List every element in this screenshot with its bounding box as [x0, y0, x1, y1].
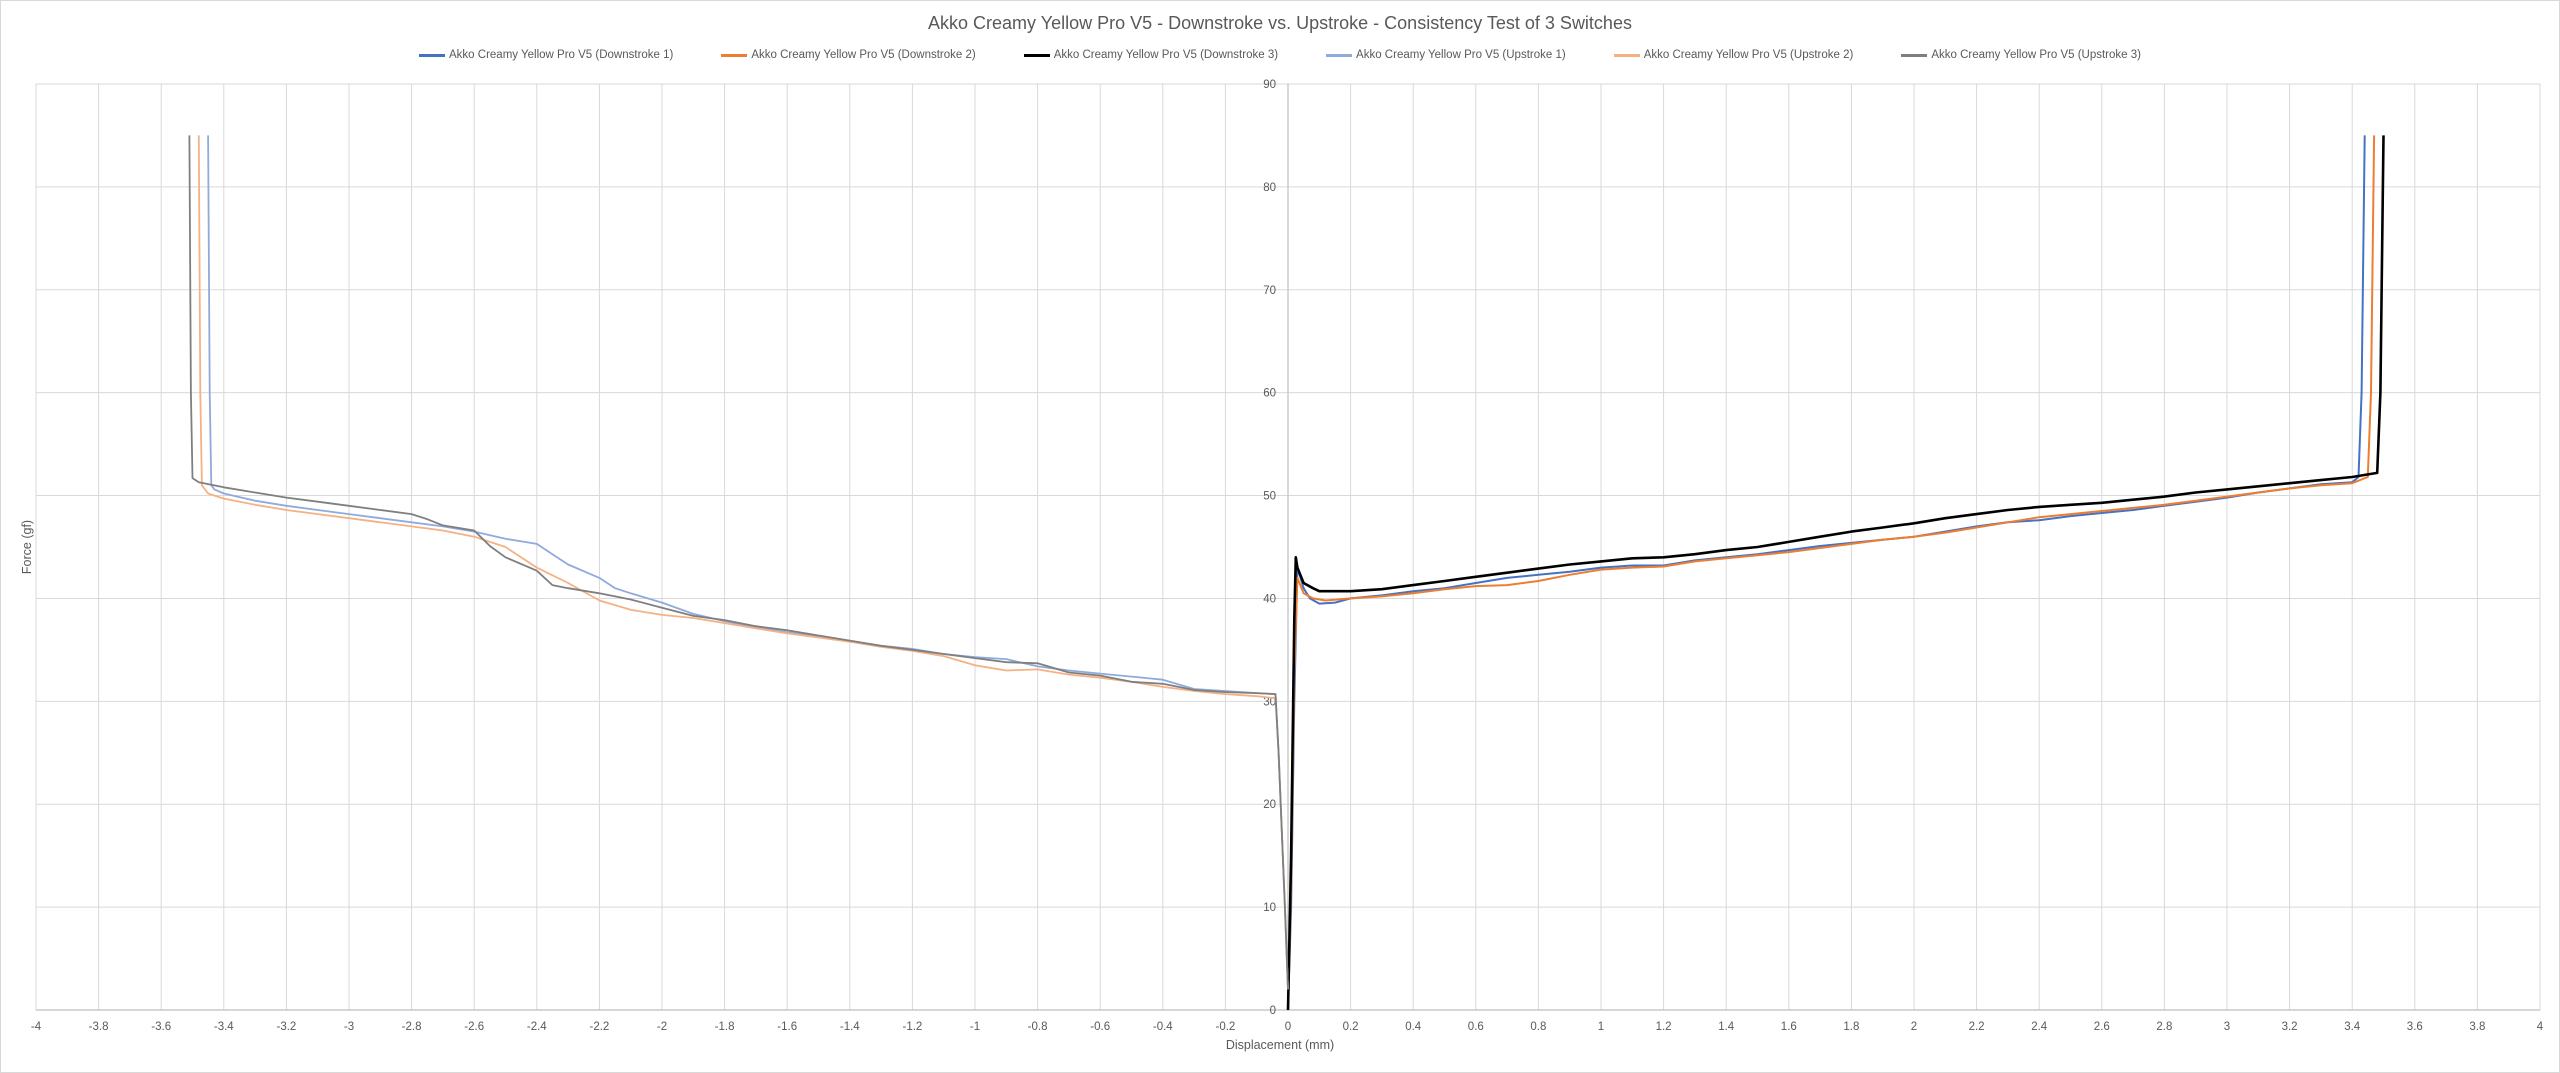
x-tick-label: 0.8	[1530, 1021, 1546, 1033]
y-axis-label: Force (gf)	[20, 519, 34, 575]
legend-item: Akko Creamy Yellow Pro V5 (Upstroke 3)	[1901, 49, 2141, 61]
x-tick-label: -0.4	[1153, 1021, 1173, 1033]
legend-label: Akko Creamy Yellow Pro V5 (Downstroke 3)	[1053, 49, 1279, 61]
legend-item: Akko Creamy Yellow Pro V5 (Downstroke 3)	[1023, 49, 1279, 61]
x-tick-label: 2.8	[2156, 1021, 2172, 1033]
x-tick-label: 2.6	[2094, 1021, 2110, 1033]
y-tick-label: 10	[1263, 902, 1276, 914]
x-tick-label: -0.2	[1215, 1021, 1235, 1033]
y-tick-label: 0	[1270, 1005, 1276, 1017]
legend-swatch	[1023, 53, 1050, 57]
x-tick-label: -1.4	[840, 1021, 860, 1033]
x-tick-label: -1.2	[902, 1021, 922, 1033]
x-tick-label: 1.6	[1781, 1021, 1797, 1033]
y-tick-label: 50	[1263, 491, 1276, 503]
x-tick-label: -3	[344, 1021, 354, 1033]
x-tick-label: -4	[31, 1021, 42, 1033]
legend-label: Akko Creamy Yellow Pro V5 (Upstroke 3)	[1931, 49, 2141, 61]
legend-label: Akko Creamy Yellow Pro V5 (Upstroke 1)	[1356, 49, 1566, 61]
x-tick-label: -3.8	[89, 1021, 109, 1033]
legend-swatch	[419, 53, 446, 57]
chart-title: Akko Creamy Yellow Pro V5 - Downstroke v…	[928, 13, 1632, 33]
tick-labels: -4 -3.8 -3.6 -3.4 -3.2 -3 -2.8 -2.6 -2.4 -2.2 -2 -1…	[31, 79, 2544, 1033]
legend: Akko Creamy Yellow Pro V5 (Downstroke 1)…	[0, 49, 2560, 61]
x-tick-label: 1.4	[1718, 1021, 1735, 1033]
x-tick-label: -1.8	[715, 1021, 735, 1033]
x-tick-label: 3.2	[2282, 1021, 2298, 1033]
series-line-2	[1287, 135, 2376, 1011]
legend-item: Akko Creamy Yellow Pro V5 (Downstroke 2)	[721, 49, 976, 61]
x-tick-label: 3.6	[2407, 1021, 2423, 1033]
y-tick-label: 20	[1263, 799, 1276, 811]
x-tick-label: 0.6	[1468, 1021, 1484, 1033]
x-tick-label: 0	[1285, 1021, 1291, 1033]
x-tick-label: -2.4	[527, 1021, 547, 1033]
x-tick-label: -3.6	[151, 1021, 171, 1033]
grid	[35, 83, 2541, 1011]
series-line-4	[207, 135, 1289, 990]
x-tick-label: 3	[2224, 1021, 2230, 1033]
legend-swatch	[1326, 53, 1353, 57]
y-tick-label: 80	[1263, 182, 1276, 194]
x-tick-label: 1	[1598, 1021, 1604, 1033]
x-tick-label: 2.2	[1969, 1021, 1985, 1033]
y-tick-label: 60	[1263, 388, 1276, 400]
legend-swatch	[721, 53, 748, 57]
x-tick-label: 1.8	[1843, 1021, 1859, 1033]
x-tick-label: -2.8	[402, 1021, 422, 1033]
x-tick-label: 3.4	[2344, 1021, 2361, 1033]
x-tick-label: -3.4	[214, 1021, 234, 1033]
x-tick-label: 0.4	[1405, 1021, 1422, 1033]
x-tick-label: -3.2	[276, 1021, 296, 1033]
x-tick-label: 4	[2537, 1021, 2544, 1033]
x-tick-label: 3.8	[2469, 1021, 2485, 1033]
x-tick-label: -2.6	[464, 1021, 484, 1033]
y-tick-label: 40	[1263, 593, 1276, 605]
x-tick-label: 0.2	[1343, 1021, 1359, 1033]
x-tick-label: 2.4	[2031, 1021, 2048, 1033]
x-tick-label: 1.2	[1656, 1021, 1672, 1033]
x-tick-label: -1	[970, 1021, 980, 1033]
x-tick-label: -0.6	[1090, 1021, 1110, 1033]
series-line-3	[1286, 135, 2385, 1011]
series-line-1	[1287, 135, 2366, 1011]
x-tick-label: -2	[657, 1021, 667, 1033]
series-line-5	[197, 135, 1289, 990]
legend-item: Akko Creamy Yellow Pro V5 (Downstroke 1)	[419, 49, 673, 61]
x-axis-label: Displacement (mm)	[1225, 1038, 1335, 1052]
x-tick-label: -2.2	[589, 1021, 609, 1033]
legend-label: Akko Creamy Yellow Pro V5 (Downstroke 1)	[449, 49, 674, 61]
legend-item: Akko Creamy Yellow Pro V5 (Upstroke 1)	[1326, 49, 1566, 61]
legend-swatch	[1901, 53, 1928, 57]
x-tick-label: -1.6	[777, 1021, 797, 1033]
legend-label: Akko Creamy Yellow Pro V5 (Downstroke 2)	[751, 49, 976, 61]
series-line-6	[188, 135, 1289, 990]
legend-swatch	[1613, 53, 1640, 57]
y-tick-label: 30	[1263, 696, 1276, 708]
legend-label: Akko Creamy Yellow Pro V5 (Upstroke 2)	[1643, 49, 1854, 61]
legend-item: Akko Creamy Yellow Pro V5 (Upstroke 2)	[1613, 49, 1854, 61]
y-tick-label: 70	[1263, 285, 1276, 297]
series-lines	[188, 135, 2385, 1011]
x-tick-label: -0.8	[1028, 1021, 1048, 1033]
y-tick-label: 90	[1263, 79, 1276, 91]
x-tick-label: 2	[1911, 1021, 1917, 1033]
